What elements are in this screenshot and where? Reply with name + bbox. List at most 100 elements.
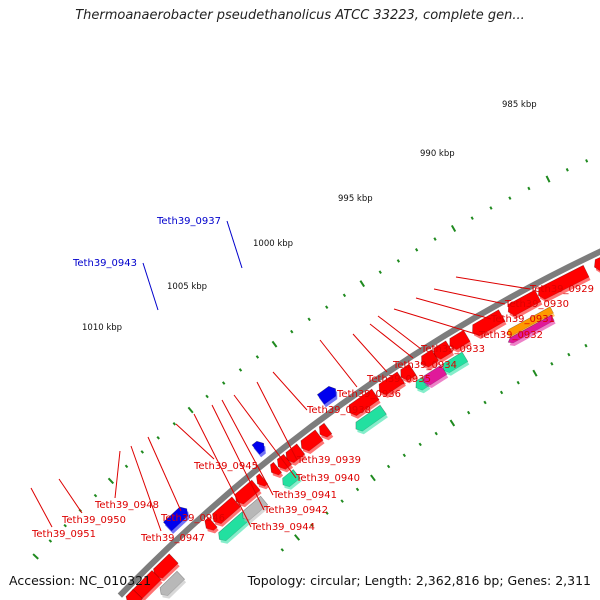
gene-red-16-shadow (236, 483, 262, 508)
outer-scale-tick (172, 422, 177, 426)
gene-red-1-shadow (539, 268, 591, 303)
gene-label: Teth39_0935 (366, 374, 431, 385)
inner-scale-tick (467, 410, 471, 415)
gene-label: Teth39_0929 (529, 284, 594, 295)
leader-line (455, 276, 531, 290)
leader-line (58, 478, 83, 514)
leader-line (211, 404, 265, 511)
gene-teal-3-shadow (284, 472, 302, 490)
gene-red-17-shadow (213, 499, 242, 527)
outer-scale-tick (433, 237, 437, 241)
gene-red-11-shadow (302, 432, 325, 454)
gene-red-10-shadow (320, 426, 334, 441)
outer-scale-tick (359, 280, 366, 288)
leader-line (221, 399, 274, 496)
genome-backbone (117, 248, 600, 598)
outer-scale-tick (565, 168, 569, 172)
outer-scale-tick (124, 464, 129, 469)
gene-red-12-shadow (287, 446, 307, 466)
gene-label: Teth39_0934 (392, 360, 457, 371)
leader-line (433, 288, 506, 305)
backbone-arc (117, 248, 600, 598)
outer-scale-tick (271, 340, 278, 348)
leader-line (142, 262, 159, 311)
gene-red-9-shadow (350, 392, 381, 419)
outer-scale-tick (32, 553, 39, 560)
leader-line (319, 339, 358, 388)
scale-labels: 985 kbp 990 kbp 995 kbp 1000 kbp 1005 kbp 101… (82, 100, 537, 333)
outer-scale-tick (107, 477, 115, 485)
gene-teal-1-shadow (417, 379, 431, 394)
outer-scale-tick (156, 435, 160, 440)
gene-label: Teth39_0950 (61, 515, 126, 526)
leader-line (256, 381, 298, 461)
gene-label: Teth39_0936 (336, 389, 401, 400)
outer-scale-tick (63, 523, 67, 528)
gene-magenta-small-shadow (509, 318, 556, 346)
gene-red-14-shadow (271, 465, 284, 478)
gene-red-20-shadow (133, 573, 163, 600)
gene-features (125, 257, 600, 600)
leader-line (114, 450, 121, 499)
outer-scale-tick (187, 406, 194, 414)
inner-scale-tick (370, 474, 376, 482)
leader-line (393, 308, 480, 336)
gene-red-15-shadow (257, 476, 270, 490)
inner-scale-tick (294, 534, 301, 541)
leader-line (369, 323, 414, 359)
leader-line (377, 315, 422, 350)
outer-scale-tick (585, 159, 589, 163)
gene-red-7-shadow (402, 367, 418, 384)
label-leader-lines (30, 220, 531, 532)
outer-scale-tick (205, 394, 209, 399)
inner-scale-tick (310, 523, 314, 527)
gene-red-21-shadow (127, 592, 143, 600)
gene-label: Teth39_0942 (263, 505, 328, 516)
gene-red-3-shadow (474, 312, 507, 339)
inner-scale-tick (516, 380, 520, 385)
inner-scale-tick (418, 442, 422, 447)
gene-second-track-0-shadow (425, 368, 449, 388)
gene-teal-0-shadow (444, 355, 470, 376)
gene-teal-2-shadow (357, 408, 388, 435)
gene-orange-shadow (508, 309, 555, 339)
scale-label: 1010 kbp (82, 323, 122, 333)
gene-red-18-shadow (206, 520, 219, 534)
inner-scale-tick (550, 361, 554, 366)
gene-label: Teth39_0951 (31, 529, 96, 540)
leader-line (147, 436, 182, 512)
genome-stats-text: Topology: circular; Length: 2,362,816 bp… (247, 573, 591, 588)
inner-scale-tick (325, 511, 329, 515)
gene-blue-0-shadow (318, 389, 338, 408)
gene-label: Teth39_0940 (295, 473, 360, 484)
gene-blue-2-shadow (164, 510, 190, 534)
gene-label: Teth39_0941 (272, 490, 337, 501)
gene-red-4-shadow (451, 333, 472, 353)
outer-scale-tick (325, 305, 329, 310)
gene-label: Teth39_0944 (250, 522, 315, 533)
genome-title: Thermoanaerobacter pseudethanolicus ATCC… (75, 8, 525, 23)
leader-line (352, 333, 388, 373)
outer-scale-tick (140, 450, 145, 454)
gene-blue-1-shadow (253, 444, 266, 458)
gene-red-5-shadow (435, 343, 455, 363)
outer-scale-tick (415, 248, 419, 252)
inner-scale-tick (386, 464, 391, 469)
outer-scale-tick (307, 317, 311, 322)
inner-scale-tick (584, 343, 588, 348)
leader-line (175, 423, 215, 460)
outer-scale-tick (489, 206, 493, 210)
gene-label: Teth39_0937 (156, 216, 221, 227)
gene-labels: Teth39_0929 Teth39_0930 Teth39_0931 Teth39_… (31, 216, 594, 544)
gene-label: Teth39_0939 (296, 455, 361, 466)
leader-line (415, 297, 492, 320)
gene-red-19-shadow (154, 556, 180, 582)
leader-line (130, 445, 162, 532)
inner-scale-tick (499, 390, 504, 395)
gene-teal-4-shadow (220, 514, 251, 544)
gene-label: Teth39_0946 (160, 513, 225, 524)
gene-red-6-shadow (423, 352, 440, 371)
gene-label: Teth39_0947 (140, 533, 205, 544)
inner-scale-tick (355, 487, 360, 492)
